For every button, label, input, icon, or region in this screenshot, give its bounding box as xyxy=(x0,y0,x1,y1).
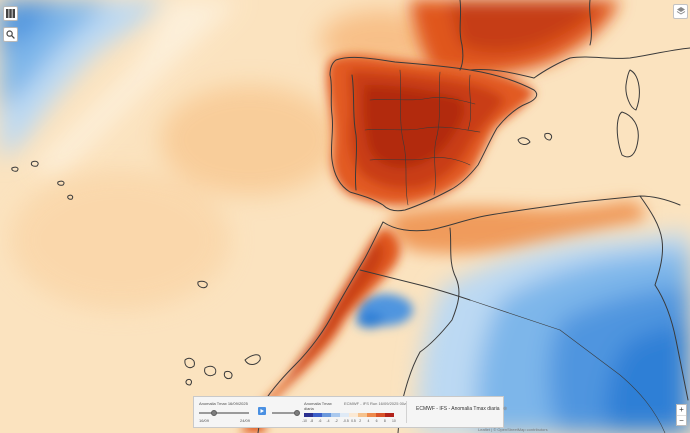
cold-anomaly-africa xyxy=(418,230,690,433)
legend-tick-label: 2 xyxy=(359,419,362,423)
opacity-slider-track[interactable] xyxy=(272,412,298,414)
legend-swatch xyxy=(358,413,367,417)
legend-swatch xyxy=(340,413,349,417)
country-borders xyxy=(11,0,690,433)
search-icon xyxy=(6,30,15,39)
date-slider-start: 16/09 xyxy=(199,418,210,423)
legend-swatch xyxy=(331,413,340,417)
layers-button[interactable] xyxy=(673,4,688,19)
cold-anomaly-atlas xyxy=(356,294,413,328)
legend-tick-label: -8 xyxy=(310,419,314,423)
zoom-control: + − xyxy=(676,404,687,426)
layer-name-text: ECMWF - IFS - Anomalia Tmax diaria xyxy=(416,406,500,412)
hot-anomaly-africa-coast xyxy=(240,228,401,433)
legend-swatch xyxy=(376,413,385,417)
legend-swatch xyxy=(385,413,394,417)
legend-tick-label: -10 xyxy=(302,419,307,423)
legend-subtitle: diaria xyxy=(304,406,314,411)
zoom-out-button[interactable]: − xyxy=(677,415,686,426)
attribution: Leaflet | © OpenStreetMap contributors xyxy=(478,427,548,432)
color-legend xyxy=(304,413,394,417)
play-icon xyxy=(260,408,264,414)
legend-tick-label: 0.5 xyxy=(351,419,356,423)
menu-button[interactable] xyxy=(3,6,18,21)
legend-tick-label: 10 xyxy=(392,419,396,423)
date-slider-track[interactable] xyxy=(199,412,249,414)
legend-tick-label: -4 xyxy=(326,419,330,423)
legend-swatch xyxy=(313,413,322,417)
layers-icon xyxy=(676,3,686,21)
legend-tick-label: -6 xyxy=(318,419,322,423)
date-slider-handle[interactable] xyxy=(211,410,217,416)
layer-name[interactable]: ECMWF - IFS - Anomalia Tmax diaria ⊗ xyxy=(416,407,507,412)
source-text: ECMWF - IFS Run 16/09/2025 00z xyxy=(344,401,407,406)
warm-mediterranean xyxy=(389,200,646,254)
time-legend-panel: Anomalia Tmax 16/09/2025 16/09 24/09 Ano… xyxy=(193,396,504,428)
neutral-band xyxy=(30,0,240,175)
grid-icon xyxy=(6,9,15,18)
warm-atlantic xyxy=(10,10,440,310)
legend-tick-label: -2 xyxy=(334,419,338,423)
date-slider-end: 24/09 xyxy=(240,418,251,423)
legend-tick-label: 8 xyxy=(383,419,386,423)
legend-tick-label: 4 xyxy=(367,419,370,423)
legend-swatch xyxy=(367,413,376,417)
legend-swatch xyxy=(304,413,313,417)
legend-title: Anomalia Tmax xyxy=(304,401,332,406)
date-label: Anomalia Tmax 16/09/2025 xyxy=(199,401,248,406)
legend-tick-label: -0.5 xyxy=(342,419,349,423)
legend-swatch xyxy=(322,413,331,417)
opacity-slider-handle[interactable] xyxy=(293,410,300,416)
legend-tick-label: 6 xyxy=(375,419,378,423)
panel-divider xyxy=(406,401,407,423)
layer-close-icon[interactable]: ⊗ xyxy=(502,406,508,412)
zoom-in-button[interactable]: + xyxy=(679,405,684,414)
legend-ticks: -10 -8 -6 -4 -2 -0.5 0.5 2 4 6 8 10 xyxy=(302,419,396,425)
search-button[interactable] xyxy=(3,27,18,42)
legend-swatch xyxy=(349,413,358,417)
play-button[interactable] xyxy=(258,407,266,415)
